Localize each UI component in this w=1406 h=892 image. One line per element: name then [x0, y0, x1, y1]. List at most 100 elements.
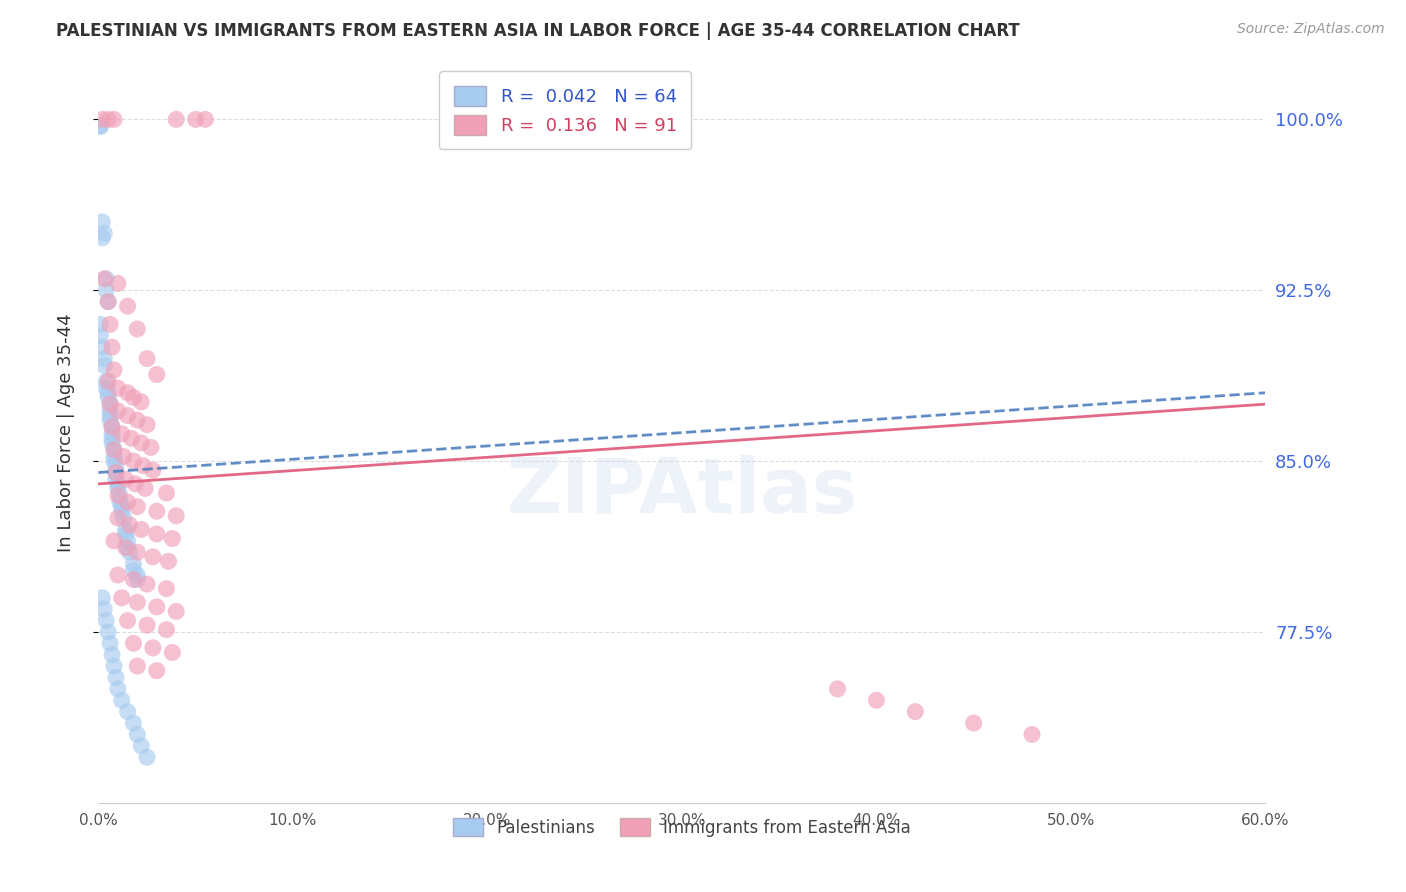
Point — [93, 351, 115, 366]
Point — [104, 458, 127, 473]
Point — [101, 435, 124, 450]
Point — [136, 750, 159, 764]
Point — [114, 541, 136, 555]
Point — [136, 417, 159, 432]
Point — [91, 231, 114, 245]
Text: ZIPAtlas: ZIPAtlas — [506, 455, 858, 529]
Point — [111, 500, 134, 514]
Point — [101, 648, 124, 662]
Point — [101, 340, 124, 354]
Point — [96, 283, 118, 297]
Point — [111, 504, 134, 518]
Point — [122, 716, 145, 731]
Point — [91, 591, 114, 605]
Point — [101, 420, 124, 434]
Point — [108, 488, 131, 502]
Point — [104, 466, 127, 480]
Point — [865, 693, 887, 707]
Point — [98, 636, 121, 650]
Point — [117, 385, 139, 400]
Point — [122, 573, 145, 587]
Point — [103, 363, 125, 377]
Point — [114, 527, 136, 541]
Point — [97, 294, 120, 309]
Point — [146, 504, 169, 518]
Point — [117, 705, 139, 719]
Point — [117, 299, 139, 313]
Point — [165, 508, 187, 523]
Point — [93, 602, 115, 616]
Point — [122, 636, 145, 650]
Point — [122, 390, 145, 404]
Point — [107, 511, 129, 525]
Point — [104, 472, 127, 486]
Point — [117, 541, 139, 555]
Point — [103, 442, 125, 457]
Point — [904, 705, 927, 719]
Point — [114, 523, 136, 537]
Point — [127, 573, 149, 587]
Point — [962, 716, 984, 731]
Point — [114, 472, 136, 486]
Point — [155, 582, 177, 596]
Point — [142, 549, 165, 564]
Point — [97, 294, 120, 309]
Point — [112, 450, 135, 464]
Point — [104, 466, 127, 480]
Point — [129, 739, 152, 753]
Point — [91, 340, 114, 354]
Point — [129, 435, 152, 450]
Point — [103, 659, 125, 673]
Point — [184, 112, 207, 127]
Point — [117, 409, 139, 423]
Point — [97, 375, 120, 389]
Point — [111, 426, 134, 441]
Point — [136, 618, 159, 632]
Point — [89, 318, 111, 332]
Point — [132, 458, 155, 473]
Point — [1021, 727, 1043, 741]
Point — [97, 624, 120, 639]
Point — [122, 454, 145, 468]
Point — [142, 640, 165, 655]
Point — [107, 681, 129, 696]
Point — [129, 395, 152, 409]
Point — [111, 693, 134, 707]
Point — [96, 381, 118, 395]
Point — [108, 495, 131, 509]
Point — [98, 413, 121, 427]
Point — [107, 277, 129, 291]
Point — [122, 557, 145, 571]
Point — [146, 664, 169, 678]
Point — [98, 409, 121, 423]
Point — [101, 431, 124, 445]
Point — [97, 112, 120, 127]
Point — [117, 614, 139, 628]
Point — [101, 426, 124, 441]
Point — [127, 659, 149, 673]
Point — [134, 482, 156, 496]
Point — [121, 431, 143, 445]
Point — [194, 112, 217, 127]
Point — [93, 359, 115, 373]
Point — [127, 413, 149, 427]
Point — [136, 577, 159, 591]
Point — [111, 591, 134, 605]
Point — [127, 500, 149, 514]
Point — [162, 645, 184, 659]
Point — [107, 404, 129, 418]
Point — [127, 595, 149, 609]
Point — [107, 476, 129, 491]
Point — [96, 272, 118, 286]
Point — [107, 488, 129, 502]
Point — [101, 420, 124, 434]
Point — [127, 545, 149, 559]
Point — [122, 564, 145, 578]
Point — [91, 112, 114, 127]
Text: Source: ZipAtlas.com: Source: ZipAtlas.com — [1237, 22, 1385, 37]
Point — [103, 442, 125, 457]
Point — [142, 463, 165, 477]
Point — [127, 322, 149, 336]
Point — [146, 599, 169, 614]
Point — [103, 454, 125, 468]
